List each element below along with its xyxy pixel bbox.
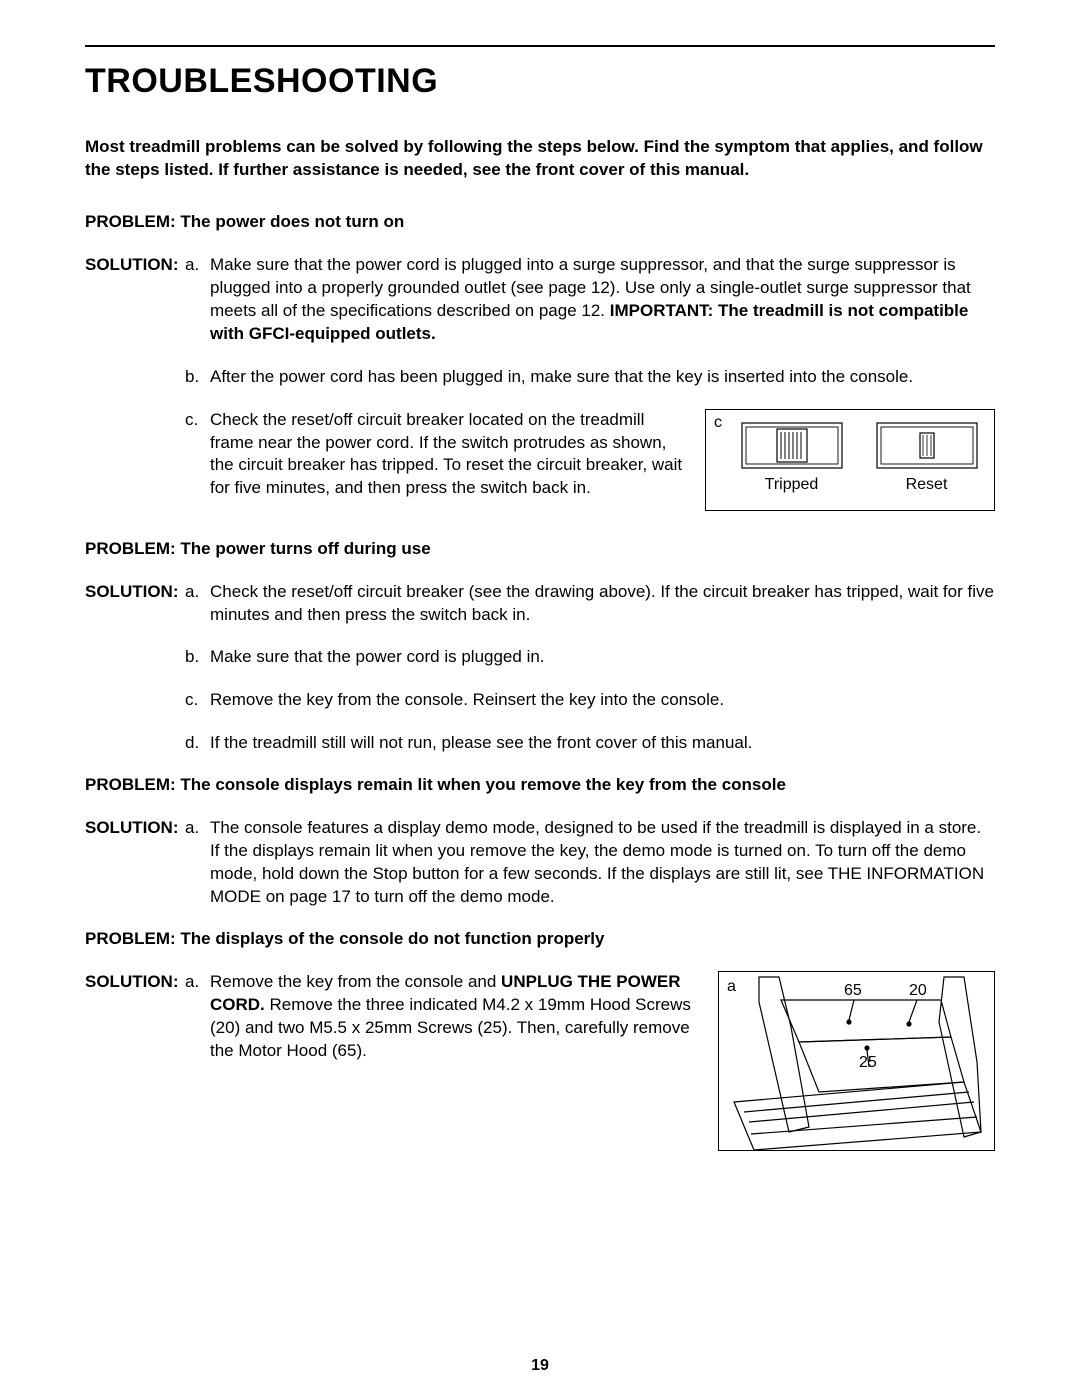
solution-label: SOLUTION: [85, 817, 185, 840]
figure-a-25: 25 [859, 1054, 877, 1072]
breaker-tripped: Tripped [737, 418, 847, 494]
solution-1a: SOLUTION: a. Make sure that the power co… [85, 254, 995, 346]
list-letter-b: b. [185, 646, 210, 669]
solution-1b: b. After the power cord has been plugged… [185, 366, 995, 389]
solution-4a-post: Remove the three indicated M4.2 x 19mm H… [210, 995, 691, 1060]
solution-4a-text: Remove the key from the console and UNPL… [210, 971, 702, 1063]
figure-a-label: a [727, 978, 736, 996]
solution-label: SOLUTION: [85, 971, 185, 994]
solution-label: SOLUTION: [85, 254, 185, 277]
solution-1c-row: c. Check the reset/off circuit breaker l… [85, 409, 995, 511]
solution-4a-row: SOLUTION: a. Remove the key from the con… [85, 971, 995, 1151]
solution-2b-text: Make sure that the power cord is plugged… [210, 646, 995, 669]
list-letter-a: a. [185, 581, 210, 604]
figure-circuit-breaker: c Tripped [705, 409, 995, 511]
figure-a-65: 65 [844, 982, 862, 1000]
page-title: TROUBLESHOOTING [85, 62, 995, 101]
problem-3-heading: PROBLEM: The console displays remain lit… [85, 775, 995, 795]
solution-2c: c. Remove the key from the console. Rein… [185, 689, 995, 712]
solution-1b-text: After the power cord has been plugged in… [210, 366, 995, 389]
page-number: 19 [0, 1357, 1080, 1375]
solution-2c-text: Remove the key from the console. Reinser… [210, 689, 995, 712]
solution-4a-pre: Remove the key from the console and [210, 972, 501, 991]
solution-2d: d. If the treadmill still will not run, … [185, 732, 995, 755]
breaker-reset-icon [872, 418, 982, 473]
problem-1-heading: PROBLEM: The power does not turn on [85, 212, 995, 232]
problem-4-heading: PROBLEM: The displays of the console do … [85, 929, 995, 949]
solution-2a: SOLUTION: a. Check the reset/off circuit… [85, 581, 995, 627]
figure-c-label: c [714, 414, 722, 432]
tripped-label: Tripped [765, 476, 819, 494]
solution-3a: SOLUTION: a. The console features a disp… [85, 817, 995, 909]
solution-2d-text: If the treadmill still will not run, ple… [210, 732, 995, 755]
figure-a-20: 20 [909, 982, 927, 1000]
figure-motor-hood: a 65 20 25 [718, 971, 995, 1151]
solution-2b: b. Make sure that the power cord is plug… [185, 646, 995, 669]
problem-2-heading: PROBLEM: The power turns off during use [85, 539, 995, 559]
manual-page: TROUBLESHOOTING Most treadmill problems … [0, 0, 1080, 1397]
solution-2a-text: Check the reset/off circuit breaker (see… [210, 581, 995, 627]
breaker-tripped-icon [737, 418, 847, 473]
solution-4a: SOLUTION: a. Remove the key from the con… [85, 971, 702, 1063]
breaker-reset: Reset [872, 418, 982, 494]
solution-3a-text: The console features a display demo mode… [210, 817, 995, 909]
reset-label: Reset [906, 476, 948, 494]
solution-label: SOLUTION: [85, 581, 185, 604]
list-letter-c: c. [185, 689, 210, 712]
list-letter-d: d. [185, 732, 210, 755]
list-letter-a: a. [185, 971, 210, 994]
intro-paragraph: Most treadmill problems can be solved by… [85, 136, 995, 182]
solution-1c-text: Check the reset/off circuit breaker loca… [210, 409, 689, 501]
solution-1c: c. Check the reset/off circuit breaker l… [185, 409, 689, 501]
list-letter-b: b. [185, 366, 210, 389]
header-rule [85, 45, 995, 47]
list-letter-a: a. [185, 817, 210, 840]
list-letter-c: c. [185, 409, 210, 432]
list-letter-a: a. [185, 254, 210, 277]
solution-1a-text: Make sure that the power cord is plugged… [210, 254, 995, 346]
